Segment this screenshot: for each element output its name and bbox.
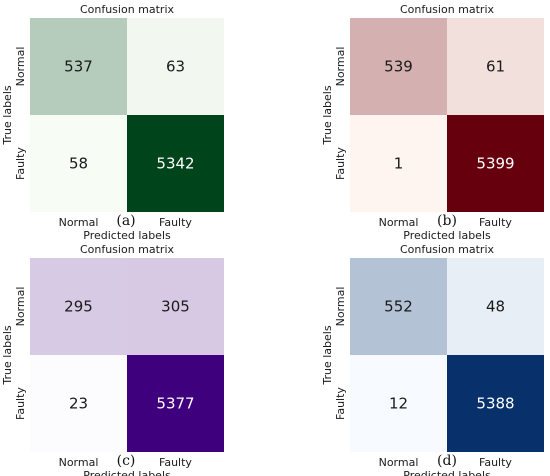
panel-label: (d) — [417, 453, 477, 469]
cell-value-label: 23 — [69, 395, 88, 413]
panel-label: (a) — [96, 213, 156, 229]
cell-value-label: 5342 — [156, 155, 194, 173]
chart-title: Confusion matrix — [400, 3, 495, 16]
y-axis-label: True labels — [321, 85, 334, 145]
x-tick-label: Normal — [59, 216, 99, 229]
panel-label: (b) — [417, 213, 477, 229]
cell-value-label: 537 — [64, 58, 93, 76]
x-tick-label: Faulty — [159, 456, 192, 469]
cell-value-label: 61 — [486, 58, 505, 76]
cell-value-label: 48 — [486, 298, 505, 316]
y-axis-label: True labels — [1, 85, 14, 145]
x-tick-label: Faulty — [479, 456, 512, 469]
cell-value-label: 63 — [166, 58, 185, 76]
y-tick-label: Normal — [334, 287, 347, 327]
cell-value-label: 5399 — [476, 155, 514, 173]
cell-value-label: 12 — [389, 395, 408, 413]
x-tick-label: Faulty — [479, 216, 512, 229]
y-tick-label: Normal — [14, 47, 27, 87]
y-tick-label: Faulty — [334, 147, 347, 180]
y-tick-label: Faulty — [14, 387, 27, 420]
chart-title: Confusion matrix — [80, 243, 175, 256]
confusion-matrix-panel-d: Confusion matrix 552 48 12 5388 Normal Faulty P… — [300, 240, 550, 470]
x-tick-label: Normal — [379, 216, 419, 229]
cell-value-label: 58 — [69, 155, 88, 173]
confusion-matrix-panel-b: Confusion matrix 539 61 1 5399 Normal Faulty Pr… — [300, 0, 550, 230]
y-tick-label: Normal — [334, 47, 347, 87]
y-tick-label: Faulty — [14, 147, 27, 180]
x-axis-label: Predicted labels — [83, 469, 171, 476]
panel-label: (c) — [96, 453, 156, 469]
y-tick-label: Normal — [14, 287, 27, 327]
confusion-matrix-panel-c: Confusion matrix 295 305 23 5377 Normal Faulty… — [0, 240, 250, 470]
y-tick-label: Faulty — [334, 387, 347, 420]
x-tick-label: Normal — [59, 456, 99, 469]
chart-title: Confusion matrix — [400, 243, 495, 256]
cell-value-label: 5388 — [476, 395, 514, 413]
cell-value-label: 5377 — [156, 395, 194, 413]
cell-value-label: 1 — [394, 155, 404, 173]
confusion-matrix-plot: Confusion matrix 295 305 23 5377 Normal Faulty… — [0, 240, 250, 460]
x-tick-label: Normal — [379, 456, 419, 469]
cell-value-label: 295 — [64, 298, 93, 316]
y-axis-label: True labels — [1, 325, 14, 385]
confusion-matrix-panel-a: Confusion matrix 537 63 58 5342 Normal Faulty P… — [0, 0, 250, 230]
x-tick-label: Faulty — [159, 216, 192, 229]
y-axis-label: True labels — [321, 325, 334, 385]
chart-title: Confusion matrix — [80, 3, 175, 16]
cell-value-label: 305 — [161, 298, 190, 316]
cell-value-label: 539 — [384, 58, 413, 76]
cell-value-label: 552 — [384, 298, 413, 316]
x-axis-label: Predicted labels — [403, 469, 491, 476]
